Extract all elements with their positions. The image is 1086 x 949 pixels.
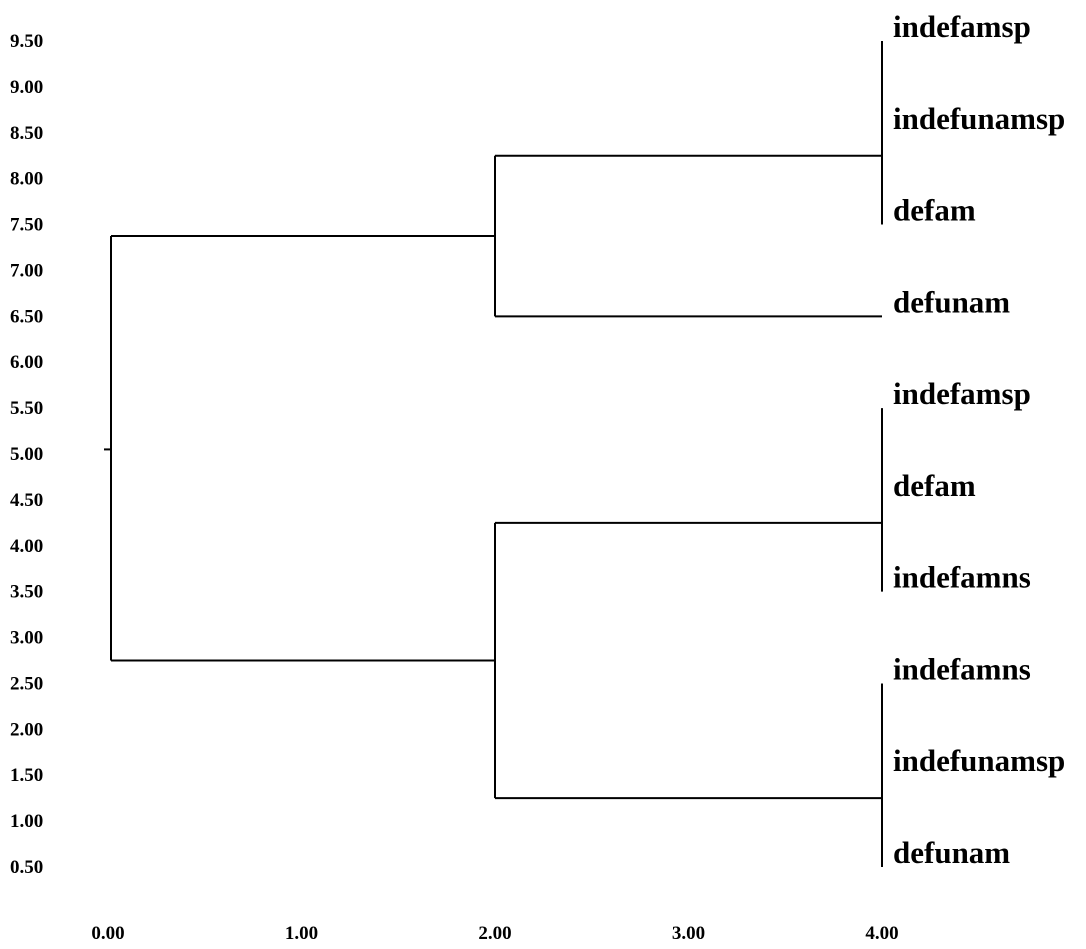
y-tick-label: 1.50 [10, 765, 43, 786]
x-tick-label: 0.00 [91, 923, 124, 944]
leaf-label: defam [893, 468, 976, 503]
x-tick-label: 3.00 [672, 923, 705, 944]
y-tick-label: 4.00 [10, 536, 43, 557]
y-tick-label: 3.50 [10, 582, 43, 603]
y-tick-label: 9.50 [10, 31, 43, 52]
leaf-label: defam [893, 193, 976, 228]
x-tick-label: 2.00 [478, 923, 511, 944]
y-tick-label: 2.00 [10, 719, 43, 740]
y-tick-label: 3.00 [10, 628, 43, 649]
y-tick-label: 8.00 [10, 169, 43, 190]
leaf-label: defunam [893, 284, 1010, 319]
x-tick-label: 4.00 [865, 923, 898, 944]
leaf-label: indefunamsp [893, 743, 1065, 778]
leaf-labels: indefamsp indefunamsp defam defunam indefams… [893, 9, 1065, 870]
y-tick-label: 9.00 [10, 77, 43, 98]
y-tick-label: 0.50 [10, 857, 43, 878]
x-tick-label: 1.00 [285, 923, 318, 944]
leaf-label: indefamsp [893, 9, 1031, 44]
y-tick-label: 1.00 [10, 811, 43, 832]
y-tick-label: 6.00 [10, 352, 43, 373]
y-tick-label: 7.50 [10, 215, 43, 236]
leaf-label: indefamns [893, 560, 1031, 595]
y-tick-label: 2.50 [10, 673, 43, 694]
y-tick-label: 5.50 [10, 398, 43, 419]
y-tick-label: 8.50 [10, 123, 43, 144]
leaf-label: indefunamsp [893, 101, 1065, 136]
y-tick-label: 4.50 [10, 490, 43, 511]
leaf-label: indefamns [893, 651, 1031, 686]
y-tick-label: 6.50 [10, 306, 43, 327]
leaf-label: defunam [893, 835, 1010, 870]
leaf-label: indefamsp [893, 376, 1031, 411]
x-axis-tick-labels: 0.00 1.00 2.00 3.00 4.00 [91, 923, 898, 944]
y-tick-label: 7.00 [10, 260, 43, 281]
y-axis-tick-labels: 9.50 9.00 8.50 8.00 7.50 7.00 6.50 6.00 5.50 5.00… [10, 31, 43, 878]
y-tick-label: 5.00 [10, 444, 43, 465]
dendrogram-links [104, 41, 883, 867]
